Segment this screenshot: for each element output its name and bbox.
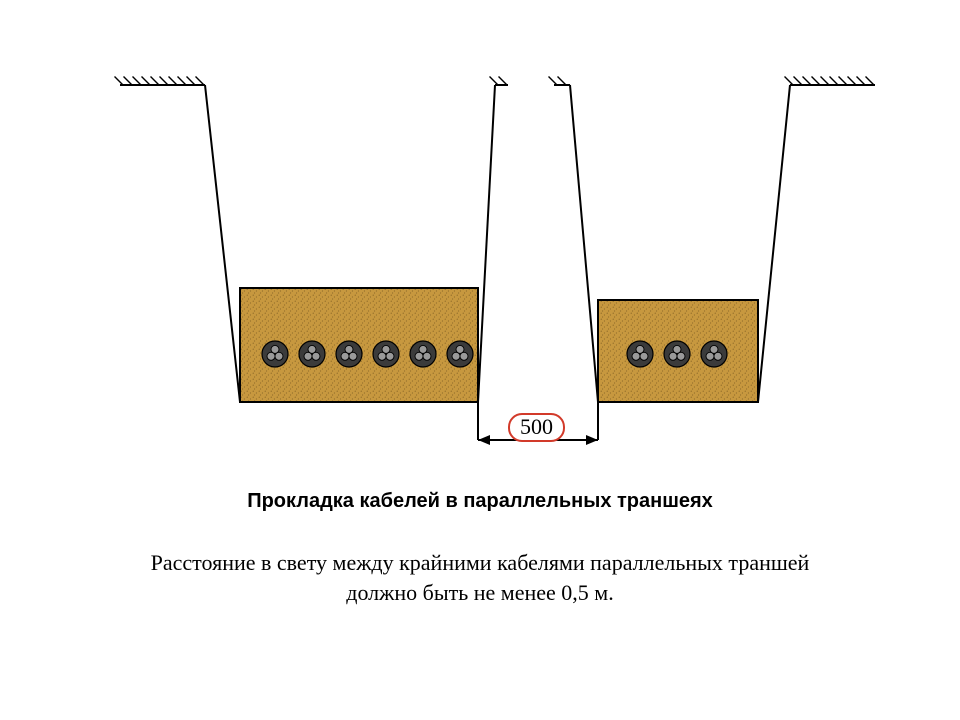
diagram-canvas: 500 Прокладка кабелей в параллельных тра… [0, 0, 960, 720]
description-line-1: Расстояние в свету между крайними кабеля… [0, 550, 960, 576]
description-line-2: должно быть не менее 0,5 м. [0, 580, 960, 606]
dimension-label: 500 [508, 413, 565, 442]
diagram-title: Прокладка кабелей в параллельных траншея… [0, 490, 960, 513]
trench-diagram [0, 0, 960, 720]
